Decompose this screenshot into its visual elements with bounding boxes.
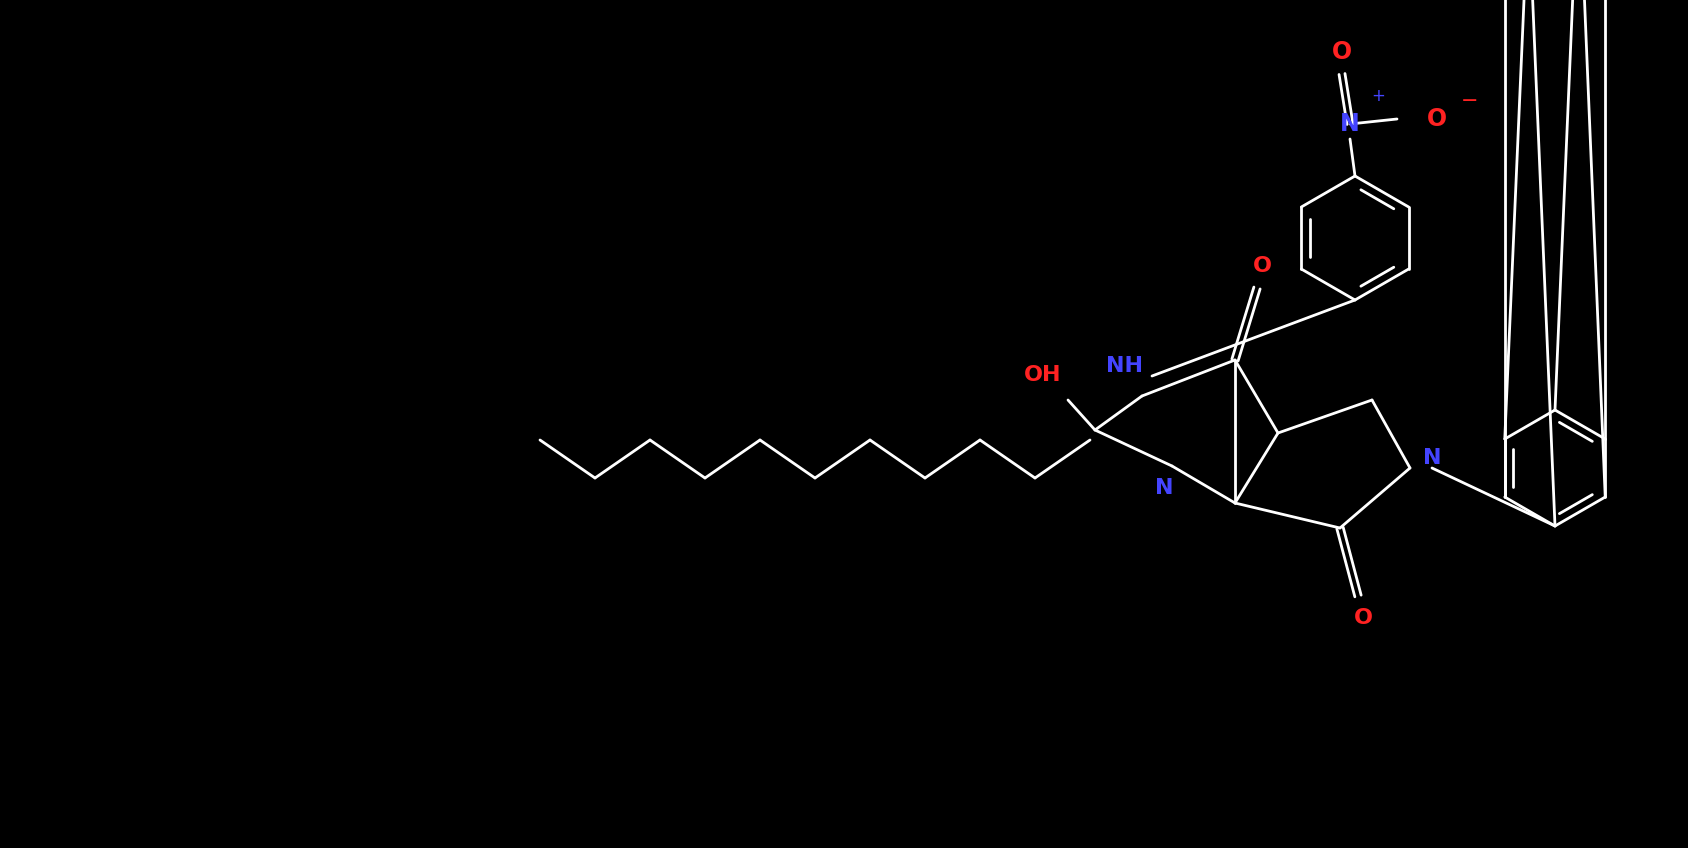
Text: O: O <box>1332 40 1352 64</box>
Text: N: N <box>1423 448 1442 468</box>
Text: O: O <box>1426 107 1447 131</box>
Text: N: N <box>1340 112 1361 136</box>
Text: OH: OH <box>1025 365 1062 385</box>
Text: −: − <box>1462 91 1479 111</box>
Text: N: N <box>1155 478 1173 498</box>
Text: O: O <box>1354 608 1372 628</box>
Text: +: + <box>1371 87 1384 105</box>
Text: NH: NH <box>1106 356 1143 376</box>
Text: O: O <box>1252 256 1271 276</box>
